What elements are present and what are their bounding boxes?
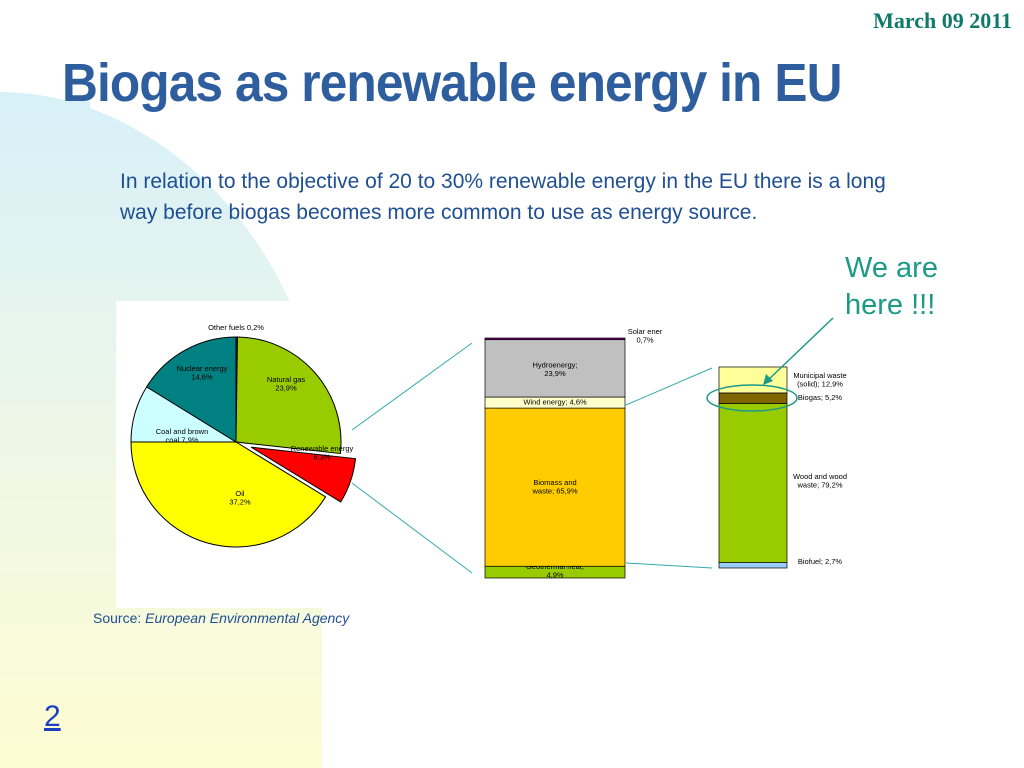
connector-line-biomass-bottom — [625, 562, 713, 569]
bar-label-solar-ener-0-7: Solar ener 0,7% — [628, 327, 663, 345]
pie-label-nuclear-energy-14-6: Nuclear energy 14,6% — [177, 364, 228, 382]
connector-line-biomass-top — [625, 367, 713, 406]
intro-paragraph: In relation to the objective of 20 to 30… — [120, 170, 886, 224]
bar-segment-biofuel-2-7 — [718, 562, 788, 569]
biomass-breakdown-bar: Biofuel; 2,7% Wood and wood waste; 79,2% Bi… — [718, 366, 847, 569]
callout-text: We are here !!! — [845, 250, 938, 324]
pie-label-natural-gas-23-9: Natural gas 23,9% — [267, 375, 306, 393]
pie-slice-nuclear-energy-14-6 — [145, 336, 237, 443]
callout-arrow-line — [766, 317, 834, 382]
bar-label-biogas-5-2: Biogas; 5,2% — [798, 393, 843, 402]
connector-line-bottom — [351, 482, 473, 574]
bar-segment-wood-and-wood-waste-79-2 — [718, 403, 788, 563]
bar-label-municipal-waste-solid-12-9: Municipal waste (solid); 12,9% — [793, 371, 846, 389]
bar-label-biomass-and-waste-65-9: Biomass and waste; 65,9% — [531, 478, 577, 496]
source-note: Source: European Environmental Agency — [93, 610, 349, 626]
pie-label-renewable-energy-6-3: Renewable energy 6,3% — [291, 444, 354, 462]
slide-date: March 09 2011 — [873, 8, 1012, 33]
bar-label-hydroenergy-23-9: Hydroenergy; 23,9% — [532, 361, 577, 379]
callout-line-2: here !!! — [845, 289, 936, 321]
bar-label-wind-energy-4-6: Wind energy; 4,6% — [523, 398, 587, 407]
biogas-highlight-ellipse — [706, 384, 798, 412]
connector-line-top — [351, 342, 473, 431]
pie-label-coal-and-brown-coal-7-9: Coal and brown coal 7,9% — [156, 427, 209, 445]
pie-slice-oil-37-2 — [130, 441, 327, 548]
bar-label-biofuel-2-7: Biofuel; 2,7% — [798, 557, 843, 566]
pie-slice-natural-gas-23-9 — [235, 336, 342, 455]
pie-label-other-fuels-0-2: Other fuels 0,2% — [208, 323, 264, 332]
callout-line-1: We are — [845, 252, 938, 284]
bar-segment-biogas-5-2 — [718, 392, 788, 404]
slide-title: Biogas as renewable energy in EU — [62, 53, 842, 113]
pie-slice-renewable-energy-6-3 — [250, 446, 357, 503]
callout-arrow-head — [763, 374, 773, 385]
pie-label-oil-37-2: Oil 37,2% — [229, 489, 251, 507]
bar-segment-biomass-and-waste-65-9 — [484, 407, 626, 567]
connector-lines — [351, 317, 834, 574]
bar-segment-municipal-waste-solid-12-9 — [718, 366, 788, 394]
source-name: European Environmental Agency — [145, 610, 350, 626]
bar-label-wood-and-wood-waste-79-2: Wood and wood waste; 79,2% — [793, 472, 847, 490]
page-number: 2 — [44, 700, 61, 733]
source-prefix: Source: — [93, 610, 146, 626]
bar-label-geothermal-heat-4-9: Geothermal heat; 4,9% — [526, 562, 584, 580]
energy-mix-pie-chart: Other fuels 0,2% Natural gas 23,9% Renewabl… — [130, 323, 357, 548]
renewable-breakdown-bar: Geothermal heat; 4,9% Biomass and waste; 65… — [484, 327, 663, 580]
bar-segment-solar-ener-0-7 — [484, 337, 626, 341]
